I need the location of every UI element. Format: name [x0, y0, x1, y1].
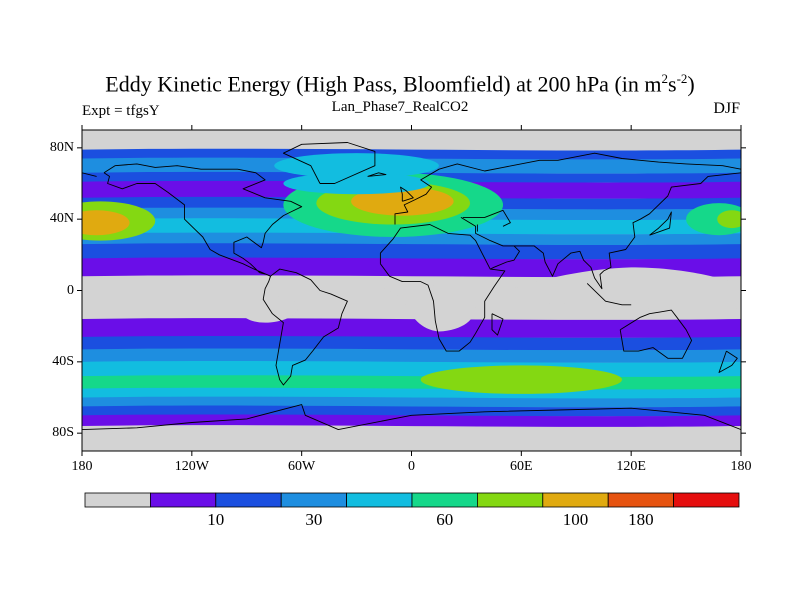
colorbar-box [346, 492, 413, 508]
lon-tick-label: 120W [174, 459, 209, 474]
colorbar-box [542, 492, 609, 508]
colorbar-label: 180 [628, 510, 654, 529]
lon-tick-label: 180 [71, 459, 93, 474]
colorbar-label: 30 [305, 510, 323, 529]
lat-tick-label: 40N [49, 211, 74, 227]
colorbar-label: 100 [562, 510, 589, 529]
axis-ticks [77, 125, 746, 456]
zonal-band [82, 360, 741, 378]
eke-field [82, 130, 741, 451]
lon-tick-label: 60E [510, 459, 533, 474]
colorbar-box [411, 492, 478, 508]
colorbar-box [673, 492, 740, 508]
arctic-band [274, 153, 439, 179]
zonal-band [82, 425, 741, 451]
lon-tick-label: 60W [288, 459, 316, 474]
zonal-band [82, 396, 741, 408]
zonal-band [82, 318, 741, 338]
colorbar-box [215, 492, 282, 508]
zonal-band [82, 232, 741, 246]
southern-ocean-maximum [420, 365, 623, 394]
colorbar-box [84, 492, 151, 508]
colorbar-box [280, 492, 348, 508]
lat-tick-label: 40S [52, 353, 74, 369]
coastline [491, 313, 504, 336]
colorbar-box [607, 492, 675, 508]
colorbar-box [476, 492, 544, 508]
coastline [282, 142, 376, 184]
zonal-band [82, 243, 741, 260]
coastline [619, 309, 693, 359]
coastline [379, 224, 506, 352]
tropical-calm-zone [236, 294, 299, 323]
north-atlantic-band [283, 172, 430, 195]
lon-tick-label: 0 [408, 459, 415, 474]
chart-title: Eddy Kinetic Energy (High Pass, Bloomfie… [105, 71, 695, 97]
experiment-label: Expt = tfgsY [82, 103, 160, 119]
tropical-calm-zone [374, 282, 476, 332]
zonal-band [82, 336, 741, 351]
chart-subtitle: Lan_Phase7_RealCO2 [331, 99, 469, 115]
zonal-band [82, 348, 741, 363]
tropical-calm-zone [484, 267, 741, 311]
coastlines [82, 142, 741, 431]
coastline [400, 186, 414, 202]
coastline [586, 283, 632, 306]
season-label: DJF [713, 100, 740, 117]
tropical-calm-zone [82, 295, 130, 313]
pacific-core [82, 210, 130, 236]
colorbar [84, 492, 740, 508]
coastline [649, 211, 672, 236]
lon-tick-label: 120E [616, 459, 646, 474]
coastline [103, 163, 303, 277]
zonal-band [82, 375, 741, 390]
lat-tick-label: 80S [52, 425, 74, 441]
lat-tick-label: 80N [49, 139, 74, 155]
coastline [82, 404, 741, 431]
coastline [394, 152, 741, 225]
zonal-band [82, 405, 741, 417]
lat-tick-label: 0 [67, 282, 74, 298]
colorbar-label: 10 [207, 510, 225, 529]
lon-tick-label: 180 [730, 459, 752, 474]
pacific-east-core [717, 210, 741, 229]
colorbar-box [149, 492, 217, 508]
coastline [718, 350, 738, 373]
zonal-band [82, 139, 741, 151]
colorbar-label: 60 [436, 510, 454, 529]
coastline [82, 172, 97, 177]
coastline [462, 209, 511, 227]
zonal-band [82, 257, 741, 278]
coastline [262, 268, 348, 386]
zonal-band [82, 414, 741, 428]
coastline [514, 172, 741, 290]
coastline [367, 172, 387, 177]
